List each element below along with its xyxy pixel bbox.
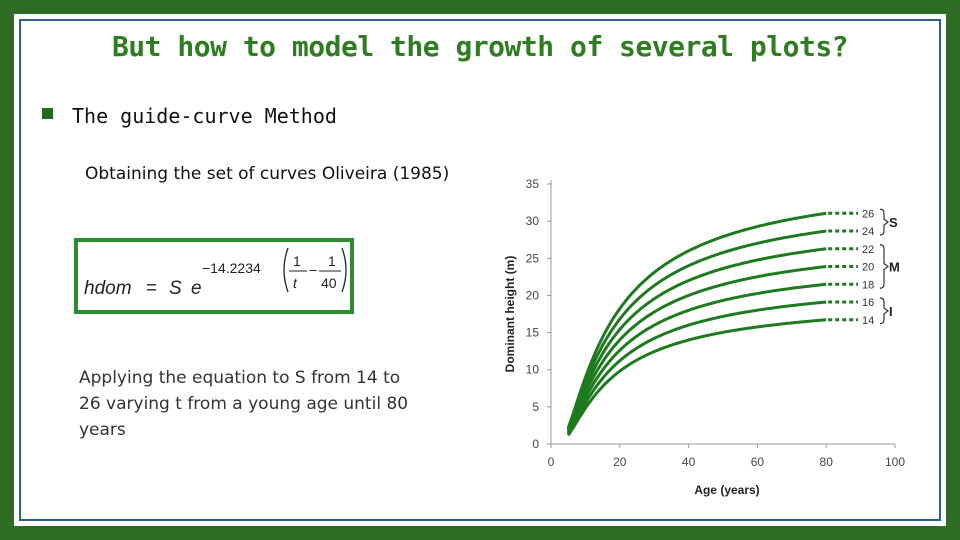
eq-minus: − bbox=[309, 262, 317, 278]
group-label: M bbox=[889, 260, 900, 275]
site-index-label: 24 bbox=[862, 226, 874, 238]
subtitle-text: Obtaining the set of curves Oliveira (19… bbox=[85, 164, 450, 184]
y-tick-label: 0 bbox=[532, 437, 539, 451]
site-index-label: 16 bbox=[862, 297, 874, 309]
y-tick-label: 25 bbox=[526, 251, 540, 265]
x-tick-label: 0 bbox=[548, 455, 555, 469]
x-tick-label: 20 bbox=[613, 455, 627, 469]
growth-curve-si-14 bbox=[566, 318, 827, 437]
y-tick-label: 20 bbox=[526, 288, 540, 302]
growth-curve-si-22 bbox=[566, 247, 827, 431]
y-tick-label: 15 bbox=[526, 326, 540, 340]
eq-e: e bbox=[191, 278, 202, 299]
y-axis-title: Dominant height (m) bbox=[503, 256, 517, 373]
equation: hdom = S e −14.2234 1 t − 1 40 bbox=[84, 247, 347, 299]
bullet-text: The guide-curve Method bbox=[72, 104, 337, 128]
group-brace bbox=[879, 244, 889, 289]
growth-curve-si-24 bbox=[566, 229, 827, 430]
slide-title: But how to model the growth of several p… bbox=[111, 30, 849, 63]
x-tick-label: 100 bbox=[885, 455, 905, 469]
group-label: S bbox=[889, 215, 898, 230]
y-tick-label: 30 bbox=[526, 214, 540, 228]
site-index-label: 26 bbox=[862, 208, 874, 220]
group-label: I bbox=[889, 304, 893, 319]
growth-curve-si-26 bbox=[566, 211, 827, 429]
site-index-label: 14 bbox=[862, 315, 874, 327]
site-index-label: 20 bbox=[862, 262, 874, 274]
bullet-square-icon bbox=[42, 108, 53, 119]
eq-left-paren bbox=[283, 247, 289, 293]
x-axis-title: Age (years) bbox=[694, 483, 759, 497]
y-tick-label: 35 bbox=[526, 177, 540, 191]
growth-curve-si-18 bbox=[566, 282, 827, 434]
equation-box: hdom = S e −14.2234 1 t − 1 40 bbox=[74, 238, 354, 314]
x-tick-label: 40 bbox=[682, 455, 696, 469]
eq-den1: t bbox=[293, 275, 298, 291]
growth-curve-si-20 bbox=[566, 265, 827, 433]
group-brace bbox=[879, 297, 889, 325]
eq-num2: 1 bbox=[328, 253, 336, 269]
applying-text: Applying the equation to S from 14 to 26… bbox=[79, 368, 409, 440]
group-brace bbox=[879, 208, 889, 236]
eq-num1: 1 bbox=[293, 253, 301, 269]
x-tick-label: 80 bbox=[820, 455, 834, 469]
eq-den2: 40 bbox=[321, 275, 337, 291]
y-tick-label: 5 bbox=[532, 400, 539, 414]
x-tick-label: 60 bbox=[751, 455, 765, 469]
y-tick-label: 10 bbox=[526, 363, 540, 377]
eq-coef: −14.2234 bbox=[202, 260, 261, 276]
eq-s: S bbox=[169, 278, 182, 299]
eq-lhs: hdom bbox=[84, 278, 132, 299]
eq-right-paren bbox=[341, 247, 347, 293]
growth-curve-si-16 bbox=[566, 300, 827, 435]
site-index-label: 18 bbox=[862, 279, 874, 291]
site-index-label: 22 bbox=[862, 244, 874, 256]
eq-equals: = bbox=[146, 278, 157, 299]
